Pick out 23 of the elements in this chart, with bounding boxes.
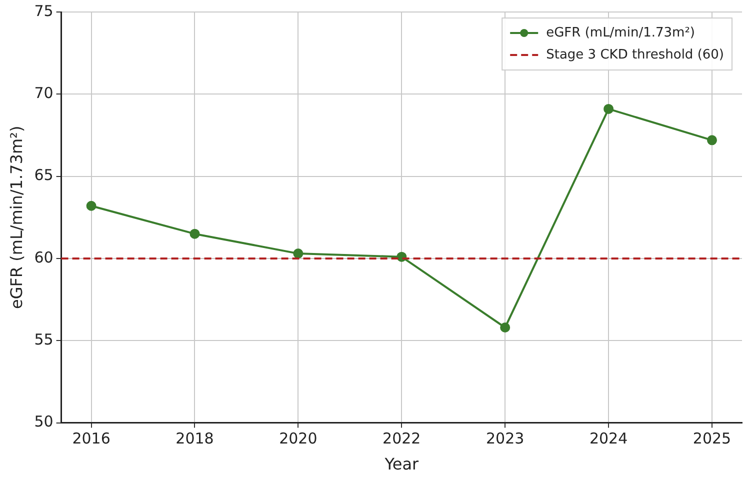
point bbox=[604, 104, 614, 114]
y-tick-label: 65 bbox=[34, 166, 54, 184]
y-tick-label: 75 bbox=[34, 2, 54, 20]
y-tick-label: 55 bbox=[34, 330, 54, 349]
y-tick-label: 70 bbox=[34, 84, 54, 102]
x-tick-label: 2020 bbox=[279, 430, 318, 448]
x-axis-title: Year bbox=[384, 454, 420, 474]
x-tick-label: 2016 bbox=[72, 430, 110, 448]
x-tick-label: 2024 bbox=[589, 430, 628, 448]
x-tick-label: 2025 bbox=[692, 430, 732, 448]
x-tick-label: 2022 bbox=[382, 430, 421, 448]
point bbox=[190, 228, 200, 239]
y-tick-label: 60 bbox=[34, 248, 54, 266]
legend-label: eGFR (mL/min/1.73m²) bbox=[546, 25, 695, 40]
y-tick-label: 50 bbox=[34, 412, 54, 431]
legend-label: Stage 3 CKD threshold (60) bbox=[546, 47, 724, 62]
point bbox=[500, 322, 510, 332]
point bbox=[86, 200, 96, 211]
point bbox=[293, 248, 304, 259]
y-axis-title: eGFR (mL/min/1.73m²) bbox=[6, 126, 26, 310]
x-tick-label: 2023 bbox=[486, 430, 524, 448]
point bbox=[707, 135, 717, 146]
x-tick-label: 2018 bbox=[176, 430, 214, 448]
